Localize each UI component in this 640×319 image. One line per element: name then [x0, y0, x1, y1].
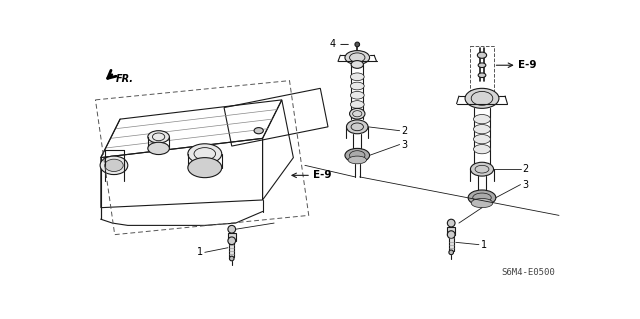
- Ellipse shape: [148, 142, 170, 154]
- Ellipse shape: [148, 131, 170, 143]
- Text: 3: 3: [522, 180, 528, 189]
- Ellipse shape: [188, 144, 221, 164]
- Ellipse shape: [477, 52, 486, 58]
- Ellipse shape: [470, 162, 493, 176]
- Ellipse shape: [471, 198, 493, 208]
- Ellipse shape: [350, 92, 364, 99]
- Bar: [447, 227, 455, 235]
- Bar: [470, 46, 493, 92]
- Text: 1: 1: [197, 247, 204, 257]
- Text: 2: 2: [401, 126, 408, 136]
- Ellipse shape: [345, 148, 369, 162]
- Ellipse shape: [349, 108, 365, 119]
- Text: 3: 3: [401, 139, 407, 150]
- Text: 1: 1: [481, 240, 486, 250]
- Ellipse shape: [474, 145, 490, 154]
- Ellipse shape: [355, 42, 360, 47]
- Text: S6M4-E0500: S6M4-E0500: [501, 268, 555, 277]
- Ellipse shape: [350, 82, 364, 90]
- Text: 4: 4: [330, 40, 336, 49]
- Ellipse shape: [228, 237, 236, 245]
- Ellipse shape: [345, 51, 369, 64]
- Ellipse shape: [474, 135, 490, 144]
- Ellipse shape: [105, 159, 123, 172]
- Text: E-9: E-9: [312, 170, 331, 180]
- Ellipse shape: [474, 115, 490, 124]
- Text: 2: 2: [522, 164, 528, 174]
- Ellipse shape: [228, 226, 236, 233]
- Ellipse shape: [346, 120, 368, 134]
- Ellipse shape: [447, 219, 455, 227]
- Ellipse shape: [350, 101, 364, 108]
- Ellipse shape: [474, 124, 490, 134]
- Ellipse shape: [230, 256, 234, 261]
- Ellipse shape: [348, 156, 367, 164]
- Bar: [449, 237, 454, 251]
- Ellipse shape: [468, 190, 496, 205]
- Ellipse shape: [447, 231, 455, 239]
- Text: E-9: E-9: [518, 60, 537, 70]
- Ellipse shape: [254, 128, 263, 134]
- Ellipse shape: [351, 61, 364, 68]
- Bar: [230, 243, 234, 257]
- Ellipse shape: [350, 73, 364, 81]
- Text: FR.: FR.: [116, 74, 134, 85]
- Ellipse shape: [449, 250, 454, 255]
- Ellipse shape: [478, 63, 486, 68]
- Ellipse shape: [188, 158, 221, 178]
- Ellipse shape: [465, 88, 499, 108]
- Ellipse shape: [478, 73, 486, 78]
- Bar: [228, 233, 236, 241]
- Ellipse shape: [100, 156, 128, 174]
